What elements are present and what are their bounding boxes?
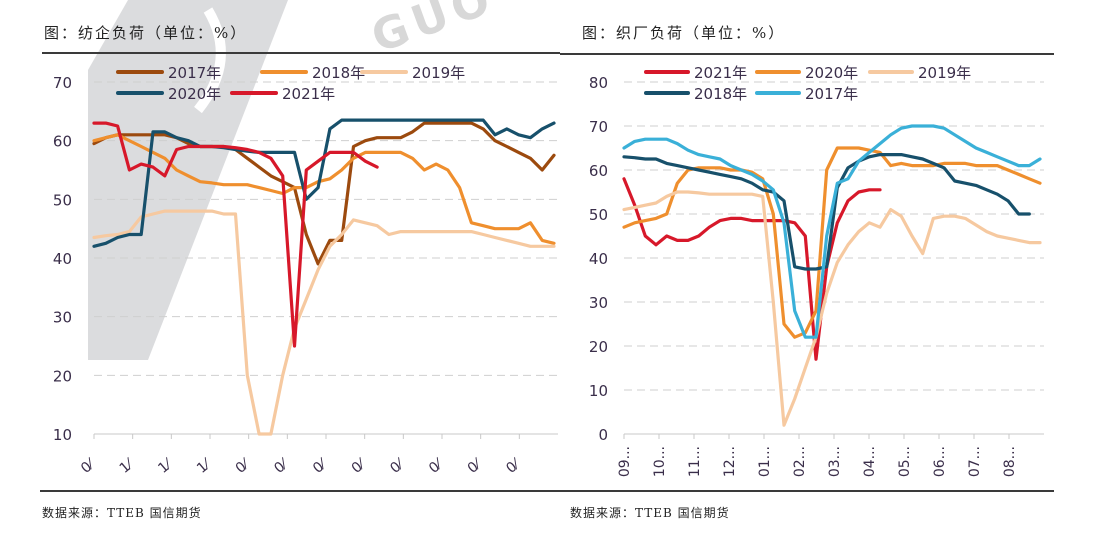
x-tick-label: 10... — [652, 446, 668, 477]
series-line — [622, 177, 882, 361]
left-chart-title: 图：纺企负荷（单位：%） — [44, 24, 248, 42]
series-line — [92, 209, 556, 436]
y-tick-label: 20 — [589, 338, 608, 356]
y-tick-label: 70 — [53, 74, 72, 92]
x-tick-label: 0⁄ — [310, 456, 331, 477]
legend-label: 2019年 — [918, 64, 971, 82]
y-tick-label: 80 — [589, 74, 608, 92]
x-tick-label: 0⁄ — [426, 456, 447, 477]
series-line — [622, 153, 1031, 271]
x-tick-label: 0⁄ — [233, 456, 254, 477]
x-tick-label: 09... — [617, 446, 633, 477]
y-tick-label: 60 — [589, 162, 608, 180]
legend-label: 2021年 — [694, 64, 747, 82]
x-tick-label: 01... — [757, 446, 773, 477]
legend-label: 2018年 — [694, 85, 747, 103]
legend-label: 2021年 — [282, 85, 335, 103]
legend-label: 2019年 — [412, 64, 465, 82]
left-chart-plot: 10 20 30 40 50 60 70 0⁄ 1⁄ 1⁄ 1⁄ 0⁄ 0⁄ 0⁄ 0⁄ 0⁄ 0⁄ 0⁄ 0⁄ 20… — [53, 64, 558, 477]
x-tick-label: 05... — [897, 446, 913, 477]
x-tick-label: 0⁄ — [503, 456, 524, 477]
x-tick-label: 03... — [827, 446, 843, 477]
y-tick-label: 30 — [589, 294, 608, 312]
y-tick-label: 50 — [589, 206, 608, 224]
series-line — [92, 121, 556, 266]
x-tick-label: 0⁄ — [349, 456, 370, 477]
series-line — [622, 124, 1042, 339]
series-line — [622, 190, 1042, 427]
y-tick-label: 60 — [53, 133, 72, 151]
x-tick-label: 0⁄ — [387, 456, 408, 477]
right-chart-source: 数据来源：TTEB 国信期货 — [570, 506, 730, 520]
y-tick-label: 70 — [589, 118, 608, 136]
x-tick-label: 1⁄ — [117, 456, 138, 477]
x-tick-label: 04... — [862, 446, 878, 477]
legend-label: 2020年 — [805, 64, 858, 82]
x-tick-label: 06... — [932, 446, 948, 477]
y-tick-label: 0 — [598, 426, 608, 444]
right-chart-panel: 图：织厂负荷（单位：%） 0 10 20 30 40 50 60 70 80 09... 10...… — [560, 0, 1108, 548]
left-title-rule — [42, 52, 560, 54]
left-chart-source: 数据来源：TTEB 国信期货 — [42, 506, 202, 520]
x-tick-label: 1⁄ — [194, 456, 215, 477]
legend-label: 2018年 — [312, 64, 365, 82]
y-tick-label: 10 — [589, 382, 608, 400]
right-title-rule — [560, 53, 1054, 55]
x-tick-label: 07... — [967, 446, 983, 477]
y-tick-label: 30 — [53, 309, 72, 327]
left-footer-rule — [40, 490, 560, 492]
x-tick-label: 12... — [722, 446, 738, 477]
series-line — [92, 121, 379, 348]
x-tick-label: 0⁄ — [78, 456, 99, 477]
left-chart-panel: 图：纺企负荷（单位：%） 10 20 30 40 50 60 70 0⁄ 1⁄ 1⁄ 1⁄ 0⁄ 0⁄ 0… — [40, 24, 560, 520]
y-tick-label: 10 — [53, 426, 72, 444]
legend-label: 2017年 — [805, 85, 858, 103]
right-chart-plot: 0 10 20 30 40 50 60 70 80 09... 10... 11... 12... 01.… — [589, 64, 1044, 477]
legend-label: 2020年 — [168, 85, 221, 103]
y-tick-label: 40 — [589, 250, 608, 268]
x-tick-label: 08... — [1002, 446, 1018, 477]
right-chart-title: 图：织厂负荷（单位：%） — [582, 24, 786, 42]
x-tick-label: 1⁄ — [155, 456, 176, 477]
x-tick-label: 11... — [687, 446, 703, 477]
legend-label: 2017年 — [168, 64, 221, 82]
y-tick-label: 50 — [53, 191, 72, 209]
y-tick-label: 40 — [53, 250, 72, 268]
x-tick-label: 0⁄ — [465, 456, 486, 477]
x-tick-label: 0⁄ — [271, 456, 292, 477]
right-footer-rule — [560, 490, 1054, 492]
y-tick-label: 20 — [53, 367, 72, 385]
x-tick-label: 02... — [792, 446, 808, 477]
